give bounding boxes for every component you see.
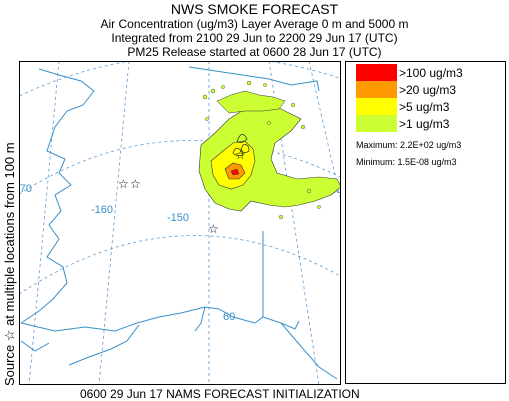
legend-item-5: >5 ug/m3 (356, 98, 496, 115)
legend-label: >20 ug/m3 (399, 83, 457, 97)
lon-label-150: -150 (167, 212, 189, 224)
source-star-4: ☆ (235, 148, 246, 162)
legend: >100 ug/m3 >20 ug/m3 >5 ug/m3 >1 ug/m3 M… (345, 61, 506, 384)
release-info: PM25 Release started at 0600 28 Jun 17 (… (127, 45, 382, 59)
plume-dense-contours (232, 134, 250, 157)
smoke-map: -170 -160 -150 -100 60 (19, 61, 341, 385)
source-star-3: ☆ (208, 222, 219, 236)
forecast-title: NWS SMOKE FORECAST (170, 1, 339, 17)
plume-level-1-north (216, 90, 286, 114)
legend-label: >5 ug/m3 (399, 100, 450, 114)
legend-item-20: >20 ug/m3 (356, 81, 496, 98)
legend-maximum: Maximum: 2.2E+02 ug/m3 (356, 140, 462, 150)
initialization-footer: 0600 29 Jun 17 NAMS FORECAST INITIALIZAT… (80, 387, 360, 401)
legend-label: >1 ug/m3 (399, 117, 450, 131)
legend-swatch (356, 64, 397, 81)
concentration-subtitle: Air Concentration (ug/m3) Layer Average … (100, 17, 409, 31)
lon-label-170: -170 (19, 183, 32, 195)
lon-label-160: -160 (91, 204, 113, 216)
legend-item-100: >100 ug/m3 (356, 64, 496, 81)
legend-swatch (356, 115, 397, 132)
lat-label-60: 60 (223, 311, 235, 323)
smoke-plume (198, 80, 340, 219)
legend-swatch (356, 98, 397, 115)
source-label: Source ☆ at multiple locations from 100 … (2, 142, 17, 386)
legend-item-1: >1 ug/m3 (356, 115, 496, 132)
plume-speckles (202, 80, 321, 219)
legend-swatch (356, 81, 397, 98)
integration-period: Integrated from 2100 29 Jun to 2200 29 J… (111, 31, 398, 45)
source-star-2: ☆ (130, 177, 141, 191)
legend-label: >100 ug/m3 (399, 66, 463, 80)
plume-level-100 (230, 168, 240, 176)
source-star-1: ☆ (118, 177, 129, 191)
legend-minimum: Minimum: 1.5E-08 ug/m3 (356, 157, 457, 167)
coastline (20, 66, 338, 380)
